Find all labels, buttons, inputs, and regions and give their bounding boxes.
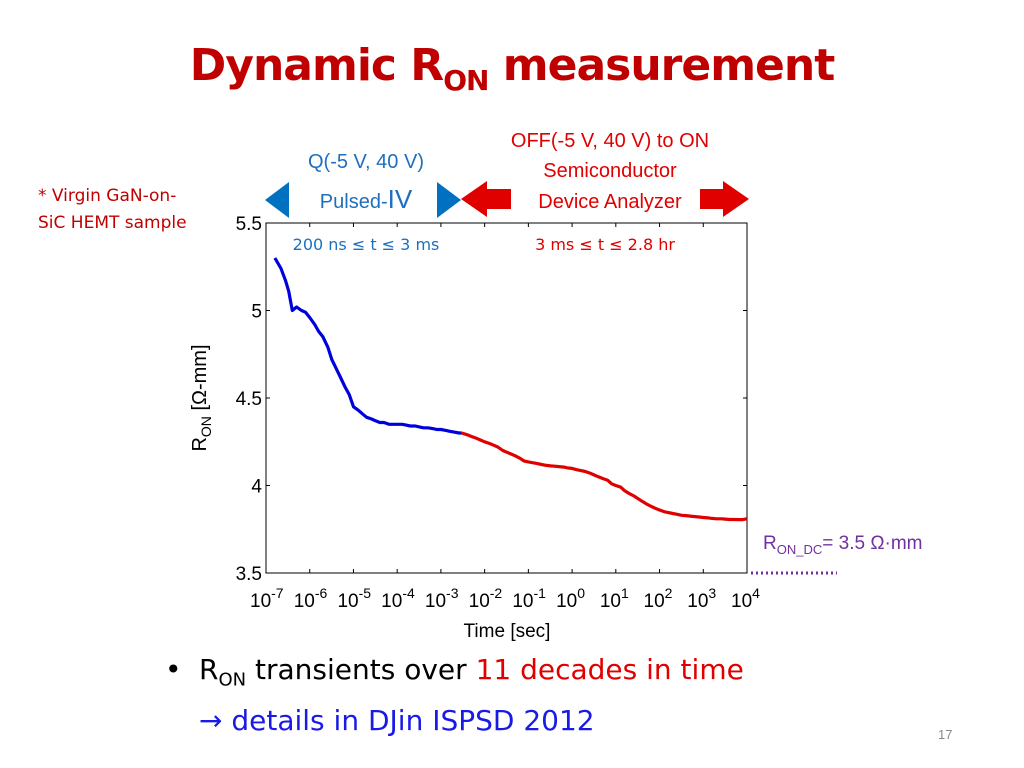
analyzer-label-line3: Device Analyzer bbox=[538, 191, 682, 213]
pulsed-range-arrow bbox=[265, 182, 461, 218]
plot-frame bbox=[265, 222, 748, 574]
sample-note-line1: * Virgin GaN-on- bbox=[38, 186, 177, 206]
x-tick-label: 10-4 bbox=[381, 585, 415, 612]
pulsed-arrow-right-head bbox=[437, 182, 461, 218]
pulsed-label-line1: Q(-5 V, 40 V) bbox=[308, 151, 424, 173]
ron-dc-label: RON_DC= 3.5 Ω·mm bbox=[763, 533, 923, 557]
bullet-subscript: ON bbox=[218, 669, 247, 691]
title-rest: measurement bbox=[488, 40, 835, 91]
title-main: Dynamic R bbox=[189, 40, 444, 91]
y-tick-label: 3.5 bbox=[236, 564, 262, 585]
x-tick-label: 10-1 bbox=[512, 585, 546, 612]
ron-dc-value: = 3.5 Ω·mm bbox=[822, 533, 923, 554]
analyzer-arrow-left bbox=[461, 181, 511, 217]
sample-note: * Virgin GaN-on- SiC HEMT sample bbox=[38, 183, 187, 237]
x-tick-label: 10-2 bbox=[469, 585, 503, 612]
ron-dc-main: R bbox=[763, 533, 777, 554]
x-tick-label: 103 bbox=[687, 585, 716, 612]
bullet-reference: → details in DJin ISPSD 2012 bbox=[199, 703, 595, 737]
bullet-marker: • bbox=[165, 653, 182, 686]
ron-dc-sub: ON_DC bbox=[776, 541, 823, 557]
x-tick-label: 104 bbox=[731, 585, 760, 612]
y-axis-label: RON [Ω-mm] bbox=[189, 344, 214, 451]
bullet-text: transients over bbox=[246, 653, 476, 686]
y-tick-label: 5 bbox=[251, 302, 262, 323]
bullet-prefix: R bbox=[199, 653, 219, 686]
y-axis-label-unit: [Ω-mm] bbox=[189, 344, 211, 416]
sample-note-line2: SiC HEMT sample bbox=[38, 213, 187, 233]
x-tick-label: 100 bbox=[556, 585, 585, 612]
page-number: 17 bbox=[938, 727, 953, 742]
analyzer-arrow-right bbox=[700, 181, 749, 217]
ticks: 3.5 4 4.5 5 5.5 10-7 10-6 10-5 10-4 10-3 10-2 10-1 1… bbox=[236, 214, 761, 612]
x-tick-label: 102 bbox=[644, 585, 673, 612]
bullet-point: • RON transients over 11 decades in time … bbox=[165, 650, 925, 741]
y-tick-label: 4.5 bbox=[236, 389, 262, 410]
series-layer bbox=[273, 257, 748, 522]
series-line-1 bbox=[273, 257, 462, 435]
y-axis-label-main: R bbox=[189, 437, 211, 451]
x-tick-label: 10-6 bbox=[294, 585, 328, 612]
analyzer-range: 3 ms ≤ t ≤ 2.8 hr bbox=[535, 235, 675, 254]
pulsed-range: 200 ns ≤ t ≤ 3 ms bbox=[292, 235, 440, 254]
pulsed-label-iv: IV bbox=[387, 184, 413, 214]
bullet-highlight: 11 decades in time bbox=[475, 653, 744, 686]
x-tick-label: 10-3 bbox=[425, 585, 459, 612]
analyzer-range-arrow bbox=[461, 181, 749, 217]
pulsed-label-line2: Pulsed-IV bbox=[266, 184, 466, 215]
x-axis-label: Time [sec] bbox=[464, 621, 551, 642]
x-tick-label: 101 bbox=[600, 585, 629, 612]
plot-area-border bbox=[265, 222, 748, 574]
y-axis-label-sub: ON bbox=[198, 416, 214, 437]
y-tick-label: 5.5 bbox=[236, 214, 262, 235]
title-subscript: ON bbox=[443, 64, 489, 97]
bullet-line1: • RON transients over 11 decades in time bbox=[165, 650, 925, 701]
pulsed-label-prefix: Pulsed- bbox=[319, 191, 388, 213]
analyzer-label-line1: OFF(-5 V, 40 V) to ON bbox=[510, 130, 710, 152]
x-tick-label: 10-5 bbox=[337, 585, 371, 612]
slide-title: Dynamic RON measurement bbox=[0, 40, 1024, 97]
x-tick-label: 10-7 bbox=[250, 585, 284, 612]
analyzer-label-line2: Semiconductor bbox=[543, 160, 677, 182]
y-tick-label: 4 bbox=[251, 477, 262, 498]
pulsed-arrow-left-head bbox=[265, 182, 289, 218]
series-line-2 bbox=[461, 431, 748, 522]
